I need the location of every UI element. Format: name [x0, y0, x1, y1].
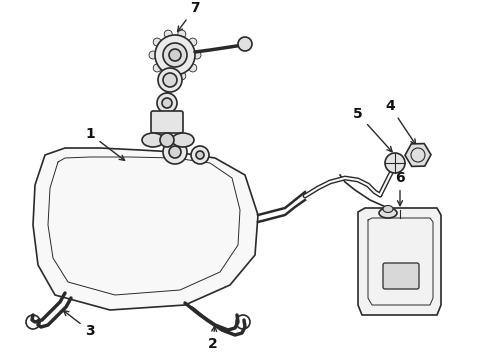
Circle shape: [164, 72, 172, 80]
Circle shape: [164, 30, 172, 38]
Circle shape: [193, 51, 201, 59]
FancyBboxPatch shape: [151, 111, 183, 133]
Circle shape: [196, 151, 204, 159]
Circle shape: [158, 68, 182, 92]
Circle shape: [155, 35, 195, 75]
Text: 2: 2: [208, 326, 218, 351]
Circle shape: [189, 38, 197, 46]
Polygon shape: [358, 208, 441, 315]
Text: 4: 4: [385, 99, 416, 144]
Circle shape: [157, 93, 177, 113]
Circle shape: [163, 73, 177, 87]
Circle shape: [169, 146, 181, 158]
Circle shape: [189, 64, 197, 72]
Circle shape: [160, 133, 174, 147]
Circle shape: [163, 43, 187, 67]
Circle shape: [191, 146, 209, 164]
Circle shape: [162, 98, 172, 108]
Ellipse shape: [142, 133, 164, 147]
FancyBboxPatch shape: [383, 263, 419, 289]
Circle shape: [153, 38, 161, 46]
Text: 7: 7: [177, 1, 200, 32]
Circle shape: [178, 72, 186, 80]
Ellipse shape: [172, 133, 194, 147]
Circle shape: [149, 51, 157, 59]
Text: 1: 1: [85, 127, 124, 160]
Circle shape: [163, 140, 187, 164]
Text: 5: 5: [353, 107, 392, 152]
Ellipse shape: [383, 206, 393, 212]
Text: 3: 3: [63, 311, 95, 338]
Circle shape: [178, 30, 186, 38]
Ellipse shape: [379, 208, 397, 218]
Circle shape: [169, 49, 181, 61]
Circle shape: [385, 153, 405, 173]
Circle shape: [153, 64, 161, 72]
Circle shape: [238, 37, 252, 51]
Text: 6: 6: [395, 171, 405, 206]
Polygon shape: [33, 148, 258, 310]
